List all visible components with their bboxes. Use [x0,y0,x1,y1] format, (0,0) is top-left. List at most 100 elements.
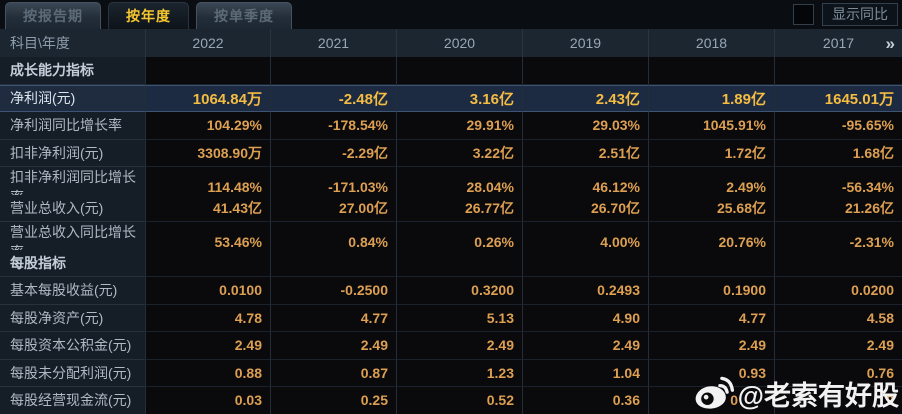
year-header-label: 2020 [443,35,476,51]
value-cell: -95.65% [774,112,902,140]
table-row[interactable]: 每股资本公积金(元) 2.49 2.49 2.49 2.49 2.49 2.49 [0,332,902,360]
value-cell: 0.2493 [522,277,648,305]
table-row[interactable]: 基本每股收益(元) 0.0100 -0.2500 0.3200 0.2493 0.1900… [0,277,902,305]
year-header-2021: 2021 [270,29,396,57]
value-cell [522,249,648,277]
table-row[interactable]: 每股净资产(元) 4.78 4.77 5.13 4.90 4.77 4.58 [0,304,902,332]
value-cell: 0.52 [396,387,522,414]
row-label: 每股经营现金流(元) [0,387,145,414]
value-cell: 2.51亿 [522,139,648,167]
row-label: 扣非净利润(元) [0,139,145,167]
value-cell: 0.93 [648,359,774,387]
year-header-label: 2021 [317,35,350,51]
value-cell: -2.48亿 [270,84,396,112]
value-cell: 2.49 [648,332,774,360]
row-label: 每股未分配利润(元) [0,359,145,387]
value-cell: 0.03 [145,387,270,414]
value-cell: 29.03% [522,112,648,140]
table-row[interactable]: 扣非净利润(元) 3308.90万 -2.29亿 3.22亿 2.51亿 1.72亿 1.6… [0,139,902,167]
row-label: 净利润(元) [0,84,145,112]
year-header-2022: 2022 [145,29,270,57]
value-cell: 3.16亿 [396,84,522,112]
row-label: 净利润同比增长率 [0,112,145,140]
value-cell: 0.0200 [774,277,902,305]
table-row[interactable]: 每股经营现金流(元) 0.03 0.25 0.52 0.36 0 9 [0,387,902,414]
value-cell [145,57,270,85]
value-cell: 26.77亿 [396,194,522,222]
period-tabbar: 按报告期 按年度 按单季度 显示同比 [0,0,902,29]
show-yoy-checkbox[interactable] [793,4,814,25]
value-cell: 104.29% [145,112,270,140]
tab-by-quarter[interactable]: 按单季度 [196,2,292,29]
tab-by-year[interactable]: 按年度 [108,2,189,29]
value-cell [648,249,774,277]
value-cell: 0.1900 [648,277,774,305]
table-row[interactable]: 营业总收入同比增长率53.46%0.84%0.26%4.00%20.76%-2.… [0,222,902,263]
value-cell: -178.54% [270,112,396,140]
value-cell: 0.76 [774,359,902,387]
value-cell: 9 [774,387,902,414]
value-cell: 5.13 [396,304,522,332]
value-cell: 1.72亿 [648,139,774,167]
show-yoy-label[interactable]: 显示同比 [822,3,898,26]
year-header-2017: 2017 » [774,29,902,57]
year-header-label: 2019 [569,35,602,51]
value-cell: 2.49 [270,332,396,360]
value-cell: 0.3200 [396,277,522,305]
value-cell [774,57,902,85]
row-label: 每股资本公积金(元) [0,332,145,360]
value-cell: 0.88 [145,359,270,387]
value-cell: 4.58 [774,304,902,332]
show-yoy-control: 显示同比 [793,3,902,26]
value-cell: 0 [648,387,774,414]
value-cell: 29.91% [396,112,522,140]
value-cell [396,249,522,277]
value-cell: 1.68亿 [774,139,902,167]
year-header-2020: 2020 [396,29,522,57]
row-label: 每股净资产(元) [0,304,145,332]
value-cell: 41.43亿 [145,194,270,222]
table-row[interactable]: 净利润(元) 1064.84万 -2.48亿 3.16亿 2.43亿 1.89亿 1645.… [0,84,902,112]
table-row[interactable]: 营业总收入(元) 41.43亿 27.00亿 26.77亿 26.70亿 25.68亿 21… [0,194,902,222]
year-header-label: 2018 [695,35,728,51]
value-cell: 4.90 [522,304,648,332]
value-cell: 21.26亿 [774,194,902,222]
value-cell: 0.25 [270,387,396,414]
year-header-label: 2017 [822,35,855,51]
value-cell: 2.49 [774,332,902,360]
table-row[interactable]: 净利润同比增长率 104.29% -178.54% 29.91% 29.03% 1045.… [0,112,902,140]
value-cell: 0.0100 [145,277,270,305]
table-row[interactable]: 每股未分配利润(元) 0.88 0.87 1.23 1.04 0.93 0.76 [0,359,902,387]
more-columns-icon[interactable]: » [885,33,895,53]
value-cell: 25.68亿 [648,194,774,222]
row-label: 营业总收入(元) [0,194,145,222]
value-cell: 27.00亿 [270,194,396,222]
value-cell: -0.2500 [270,277,396,305]
value-cell: 2.43亿 [522,84,648,112]
value-cell [774,249,902,277]
value-cell: 1.89亿 [648,84,774,112]
value-cell [648,57,774,85]
value-cell [270,249,396,277]
section-header-row[interactable]: 成长能力指标 [0,57,902,85]
year-header-2019: 2019 [522,29,648,57]
section-header-row[interactable]: 每股指标 [0,249,902,277]
value-cell [396,57,522,85]
value-cell: 1045.91% [648,112,774,140]
table-row[interactable]: 扣非净利润同比增长率114.48%-171.03%28.04%46.12%2.4… [0,167,902,208]
value-cell: 4.77 [270,304,396,332]
tab-by-report-period[interactable]: 按报告期 [5,2,101,29]
value-cell: 4.77 [648,304,774,332]
year-header-label: 2022 [192,35,224,51]
value-cell: 2.49 [396,332,522,360]
value-cell: -2.29亿 [270,139,396,167]
row-label: 成长能力指标 [0,57,145,85]
value-cell: 1064.84万 [145,84,270,112]
table-header-row: 科目\年度 2022 2021 2020 2019 2018 2017 » [0,29,902,57]
value-cell [270,57,396,85]
year-header-2018: 2018 [648,29,774,57]
value-cell: 3.22亿 [396,139,522,167]
value-cell: 3308.90万 [145,139,270,167]
value-cell: 0.87 [270,359,396,387]
